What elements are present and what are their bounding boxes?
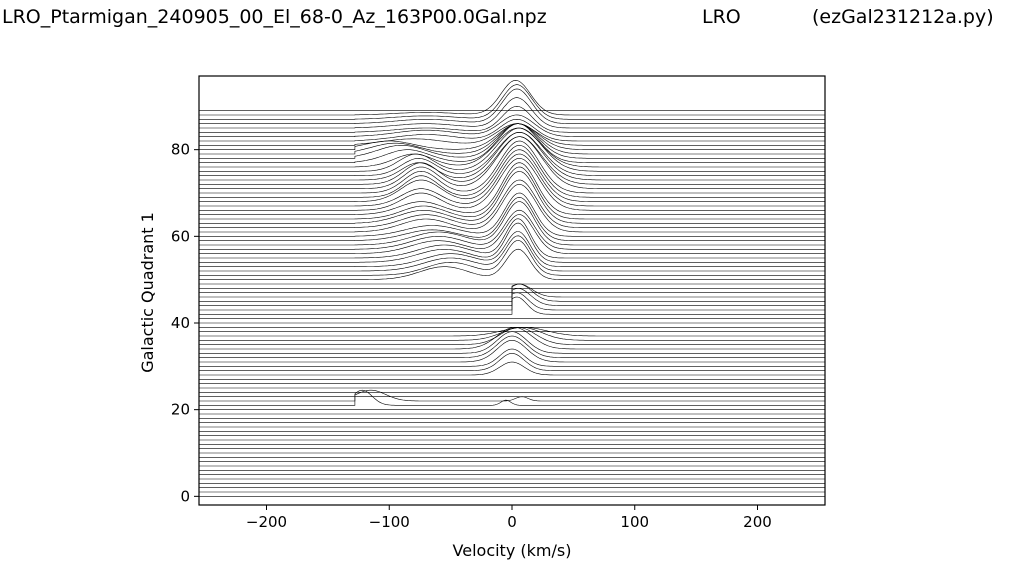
- y-tick-label: 60: [171, 227, 190, 245]
- spectrum-trace: [199, 145, 825, 198]
- spectrum-trace: [199, 235, 825, 272]
- spectrum-trace: [199, 123, 825, 146]
- y-axis: 0 20 40 60 80: [171, 141, 199, 505]
- header-filename: LRO_Ptarmigan_240905_00_El_68-0_Az_163P0…: [2, 6, 547, 28]
- spectrum-trace: [199, 84, 825, 120]
- spectrum-trace: [199, 97, 825, 129]
- spectrum-trace: [199, 240, 825, 276]
- spectrum-trace: [199, 88, 825, 124]
- spectrum-trace: [199, 296, 825, 315]
- spectrum-trace: [199, 348, 825, 367]
- x-tick-label: −100: [369, 513, 410, 531]
- spectrum-trace: [199, 171, 825, 224]
- spectrum-trace: [199, 389, 825, 402]
- spectrum-trace: [199, 123, 825, 150]
- spectrum-trace: [199, 283, 825, 302]
- spectrum-trace: [199, 192, 825, 237]
- spectrum-trace: [199, 218, 825, 259]
- spectrum-trace: [199, 162, 825, 215]
- spectrum-trace: [199, 105, 825, 133]
- spectrum-trace: [199, 353, 825, 371]
- x-axis-label: Velocity (km/s): [453, 541, 572, 560]
- x-axis: −200 −100 0 100 200: [246, 505, 772, 531]
- spectrum-trace: [199, 136, 825, 185]
- spectrum-trace: [199, 209, 825, 250]
- spectrum-trace: [199, 201, 825, 246]
- spectrum-trace: [199, 118, 825, 142]
- spectrum-trace: [199, 196, 825, 241]
- y-tick-label: 20: [171, 401, 190, 419]
- spectrum-trace: [199, 292, 825, 311]
- y-tick-label: 80: [171, 141, 190, 159]
- spectrum-trace: [199, 283, 825, 298]
- spectrum-trace: [199, 184, 825, 233]
- spectrum-trace: [199, 361, 825, 376]
- spectrum-trace: [199, 127, 825, 168]
- x-tick-label: 100: [620, 513, 649, 531]
- y-tick-label: 0: [180, 487, 190, 505]
- y-tick-label: 40: [171, 314, 190, 332]
- spectrum-trace: [199, 153, 825, 207]
- x-tick-label: 200: [743, 513, 772, 531]
- spectrum-trace: [199, 326, 825, 337]
- spectrum-trace: [199, 149, 825, 202]
- y-axis-label: Galactic Quadrant 1: [138, 212, 157, 373]
- spectrum-trace: [199, 331, 825, 354]
- spectrum-trace: [199, 335, 825, 358]
- x-tick-label: 0: [507, 513, 517, 531]
- spectrum-trace: [199, 214, 825, 254]
- spectrum-trace: [199, 231, 825, 267]
- spectrum-trace: [199, 340, 825, 363]
- spectrum-trace: [199, 248, 825, 280]
- spectrum-trace: [199, 140, 825, 194]
- spectrum-trace: [199, 288, 825, 306]
- spectrum-trace: [199, 132, 825, 176]
- header-station: LRO: [702, 6, 741, 28]
- spectrum-trace: [199, 79, 825, 116]
- spectrum-trace: [199, 326, 825, 350]
- spectrum-trace: [199, 179, 825, 228]
- spectrum-trace: [199, 222, 825, 263]
- spectrum-trace: [199, 326, 825, 345]
- header-script-name: (ezGal231212a.py): [812, 6, 994, 28]
- x-tick-label: −200: [246, 513, 287, 531]
- spectrum-trace: [199, 127, 825, 172]
- spectra-traces: [199, 79, 825, 497]
- spectrum-trace: [199, 158, 825, 211]
- spectrum-trace: [199, 166, 825, 220]
- spectrum-trace: [199, 326, 825, 341]
- spectrum-trace: [199, 114, 825, 137]
- spectrum-trace: [199, 389, 825, 406]
